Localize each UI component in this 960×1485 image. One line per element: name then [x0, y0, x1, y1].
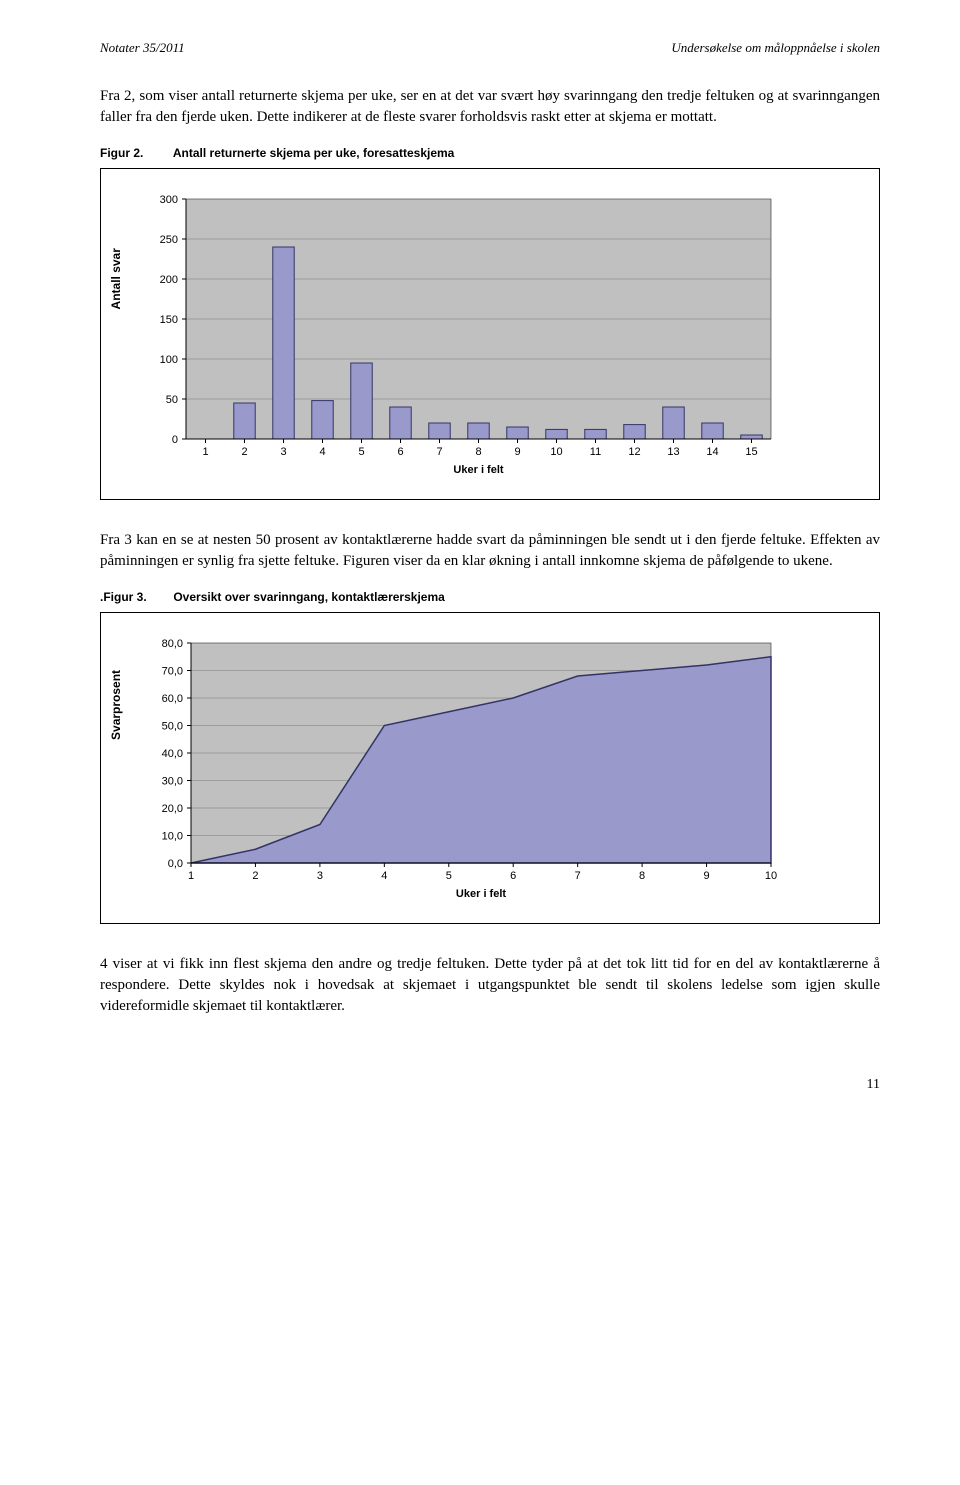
figure3-title: Oversikt over svarinngang, kontaktlærers… — [173, 590, 444, 604]
area-chart: 0,0 10,0 20,0 30,0 40,0 50,0 60,0 70,0 80,0 1 2 3 4 5… — [141, 633, 781, 913]
svg-text:7: 7 — [575, 870, 581, 882]
figure3-number: .Figur 3. — [100, 590, 170, 604]
chart1-y-label: Antall svar — [109, 248, 123, 309]
svg-text:5: 5 — [446, 870, 452, 882]
svg-text:60,0: 60,0 — [162, 693, 183, 705]
svg-text:2: 2 — [241, 446, 247, 458]
svg-text:10: 10 — [765, 870, 777, 882]
svg-text:200: 200 — [160, 274, 178, 286]
svg-text:9: 9 — [703, 870, 709, 882]
chart2-y-label: Svarprosent — [109, 670, 123, 740]
svg-text:100: 100 — [160, 354, 178, 366]
paragraph-1: Fra 2, som viser antall returnerte skjem… — [100, 86, 880, 128]
chart-1-container: Antall svar 0501001502002503001234567891… — [100, 168, 880, 500]
svg-text:8: 8 — [475, 446, 481, 458]
svg-text:3: 3 — [280, 446, 286, 458]
svg-text:50: 50 — [166, 394, 178, 406]
svg-text:4: 4 — [381, 870, 387, 882]
svg-text:30,0: 30,0 — [162, 776, 183, 788]
bar-chart: 050100150200250300123456789101112131415U… — [141, 189, 781, 489]
svg-text:Uker i felt: Uker i felt — [456, 888, 506, 900]
figure2-caption: Figur 2. Antall returnerte skjema per uk… — [100, 146, 880, 160]
svg-text:Uker i felt: Uker i felt — [453, 464, 503, 476]
svg-text:4: 4 — [319, 446, 325, 458]
svg-text:10,0: 10,0 — [162, 831, 183, 843]
svg-text:0: 0 — [172, 434, 178, 446]
svg-text:150: 150 — [160, 314, 178, 326]
svg-text:14: 14 — [706, 446, 718, 458]
svg-text:250: 250 — [160, 234, 178, 246]
svg-text:11: 11 — [590, 446, 601, 458]
svg-text:15: 15 — [745, 446, 757, 458]
svg-text:10: 10 — [550, 446, 562, 458]
svg-text:1: 1 — [202, 446, 208, 458]
paragraph-2: Fra 3 kan en se at nesten 50 prosent av … — [100, 530, 880, 572]
svg-text:20,0: 20,0 — [162, 803, 183, 815]
figure2-title: Antall returnerte skjema per uke, foresa… — [173, 146, 454, 160]
svg-text:9: 9 — [514, 446, 520, 458]
figure3-caption: .Figur 3. Oversikt over svarinngang, kon… — [100, 590, 880, 604]
chart-2-container: Svarprosent 0,0 10,0 20,0 30,0 40,0 50,0 60,0 7… — [100, 612, 880, 924]
svg-text:50,0: 50,0 — [162, 721, 183, 733]
svg-text:1: 1 — [188, 870, 194, 882]
svg-text:40,0: 40,0 — [162, 748, 183, 760]
page-header: Notater 35/2011 Undersøkelse om måloppnå… — [100, 40, 880, 56]
svg-text:5: 5 — [358, 446, 364, 458]
page-number: 11 — [100, 1077, 880, 1093]
svg-text:2: 2 — [252, 870, 258, 882]
svg-text:13: 13 — [667, 446, 679, 458]
paragraph-3: 4 viser at vi fikk inn flest skjema den … — [100, 954, 880, 1017]
svg-text:6: 6 — [510, 870, 516, 882]
svg-text:12: 12 — [628, 446, 640, 458]
svg-text:80,0: 80,0 — [162, 638, 183, 650]
svg-text:8: 8 — [639, 870, 645, 882]
svg-text:3: 3 — [317, 870, 323, 882]
svg-text:0,0: 0,0 — [168, 858, 183, 870]
header-right: Undersøkelse om måloppnåelse i skolen — [671, 40, 880, 56]
svg-text:300: 300 — [160, 194, 178, 206]
svg-text:7: 7 — [436, 446, 442, 458]
figure2-number: Figur 2. — [100, 146, 170, 160]
svg-text:6: 6 — [397, 446, 403, 458]
svg-text:70,0: 70,0 — [162, 666, 183, 678]
header-left: Notater 35/2011 — [100, 40, 185, 56]
